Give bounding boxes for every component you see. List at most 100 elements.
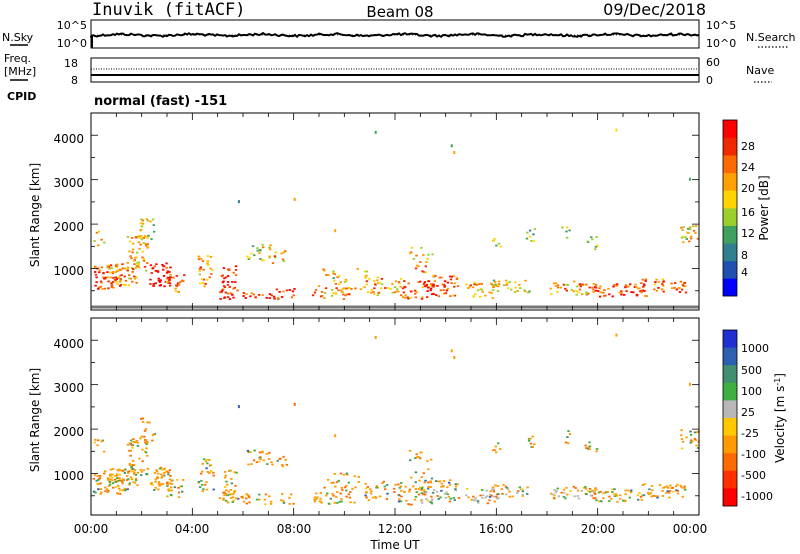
heatmap-cell <box>117 276 120 279</box>
heatmap-cell <box>173 486 177 489</box>
heatmap-cell <box>353 501 356 504</box>
heatmap-cell <box>256 247 259 249</box>
heatmap-cell <box>661 495 665 497</box>
heatmap-cell <box>414 292 417 295</box>
heatmap-cell <box>263 498 267 501</box>
heatmap-cell <box>157 488 160 491</box>
heatmap-cell <box>128 449 131 452</box>
heatmap-cell <box>493 500 496 503</box>
heatmap-cell <box>636 494 640 497</box>
heatmap-cell <box>452 497 455 499</box>
heatmap-cell <box>357 476 360 478</box>
heatmap-cell <box>492 490 496 493</box>
heatmap-cell <box>140 474 143 476</box>
heatmap-cell <box>472 495 475 498</box>
heatmap-cell <box>332 494 335 497</box>
heatmap-cell <box>448 500 452 503</box>
heatmap-cell <box>679 280 683 283</box>
heatmap-cell <box>446 287 450 290</box>
heatmap-cell <box>340 500 343 503</box>
heatmap-cell <box>231 281 234 283</box>
heatmap-cell <box>341 489 344 491</box>
heatmap-cell <box>131 251 134 254</box>
heatmap-cell <box>409 252 412 255</box>
heatmap-cell <box>344 486 347 489</box>
heatmap-cell <box>477 501 480 504</box>
heatmap-cell <box>489 493 492 496</box>
heatmap-cell <box>384 287 387 289</box>
heatmap-cell <box>222 499 225 501</box>
heatmap-cell <box>248 257 251 259</box>
heatmap-cell <box>152 284 156 286</box>
heatmap-cell <box>346 293 349 296</box>
heatmap-cell <box>576 495 579 497</box>
heatmap-cell <box>407 282 410 285</box>
heatmap-cell <box>492 495 496 498</box>
heatmap-cell <box>527 439 531 442</box>
heatmap-cell <box>136 441 140 444</box>
heatmap-cell <box>368 278 371 280</box>
heatmap-cell <box>249 295 252 298</box>
heatmap-cell <box>103 287 107 290</box>
heatmap-cell <box>235 471 238 474</box>
power-cbar-tick-20: 20 <box>741 182 755 195</box>
heatmap-cell <box>662 280 665 283</box>
heatmap-cell <box>114 265 118 267</box>
heatmap-cell <box>587 448 590 450</box>
heatmap-cell <box>530 240 533 242</box>
heatmap-cell <box>493 238 496 240</box>
heatmap-cell <box>454 483 457 485</box>
heatmap-cell <box>242 292 246 294</box>
heatmap-cell <box>431 498 434 501</box>
colorbar-swatch <box>723 418 737 436</box>
heatmap-cell <box>99 493 102 495</box>
heatmap-cell <box>280 499 283 502</box>
heatmap-cell <box>611 295 614 298</box>
heatmap-cell <box>584 487 587 490</box>
heatmap-cell <box>204 460 207 463</box>
heatmap-cell <box>404 286 407 289</box>
heatmap-cell <box>399 278 403 280</box>
heatmap-cell <box>149 482 153 485</box>
heatmap-cell <box>398 494 401 497</box>
heatmap-cell <box>110 282 113 285</box>
heatmap-cell <box>183 274 186 276</box>
heatmap-cell <box>108 480 111 483</box>
heatmap-cell <box>146 243 149 246</box>
heatmap-cell <box>588 286 591 289</box>
heatmap-cell <box>149 283 152 285</box>
heatmap-cell <box>435 294 438 296</box>
heatmap-cell <box>474 497 477 499</box>
heatmap-cell <box>647 491 650 494</box>
heatmap-cell <box>126 261 129 264</box>
heatmap-cell <box>234 269 238 271</box>
heatmap-cell <box>587 292 590 295</box>
heatmap-cell <box>169 273 172 276</box>
heatmap-cell <box>399 500 403 503</box>
heatmap-cell <box>133 275 136 278</box>
heatmap-cell <box>523 289 526 292</box>
heatmap-cell <box>152 433 155 436</box>
heatmap-cell <box>496 497 499 500</box>
heatmap-cell <box>437 295 440 298</box>
colorbar-swatch <box>723 278 737 297</box>
heatmap-cell <box>134 473 138 476</box>
heatmap-cell <box>144 244 148 247</box>
heatmap-cell <box>364 483 367 485</box>
heatmap-cell <box>234 274 238 276</box>
heatmap-cell <box>415 453 418 456</box>
heatmap-cell <box>668 491 671 494</box>
heatmap-cell <box>497 493 500 495</box>
heatmap-cell <box>273 297 276 300</box>
heatmap-cell <box>157 277 160 280</box>
heatmap-cell <box>504 279 508 282</box>
heatmap-cell <box>577 291 580 294</box>
heatmap-cell <box>505 284 508 286</box>
heatmap-cell <box>442 485 445 487</box>
power-heatmap-cells <box>93 128 700 300</box>
heatmap-cell <box>143 265 147 268</box>
heatmap-cell <box>575 285 579 288</box>
heatmap-cell <box>158 467 162 470</box>
heatmap-cell <box>160 473 163 476</box>
heatmap-cell <box>455 278 459 280</box>
